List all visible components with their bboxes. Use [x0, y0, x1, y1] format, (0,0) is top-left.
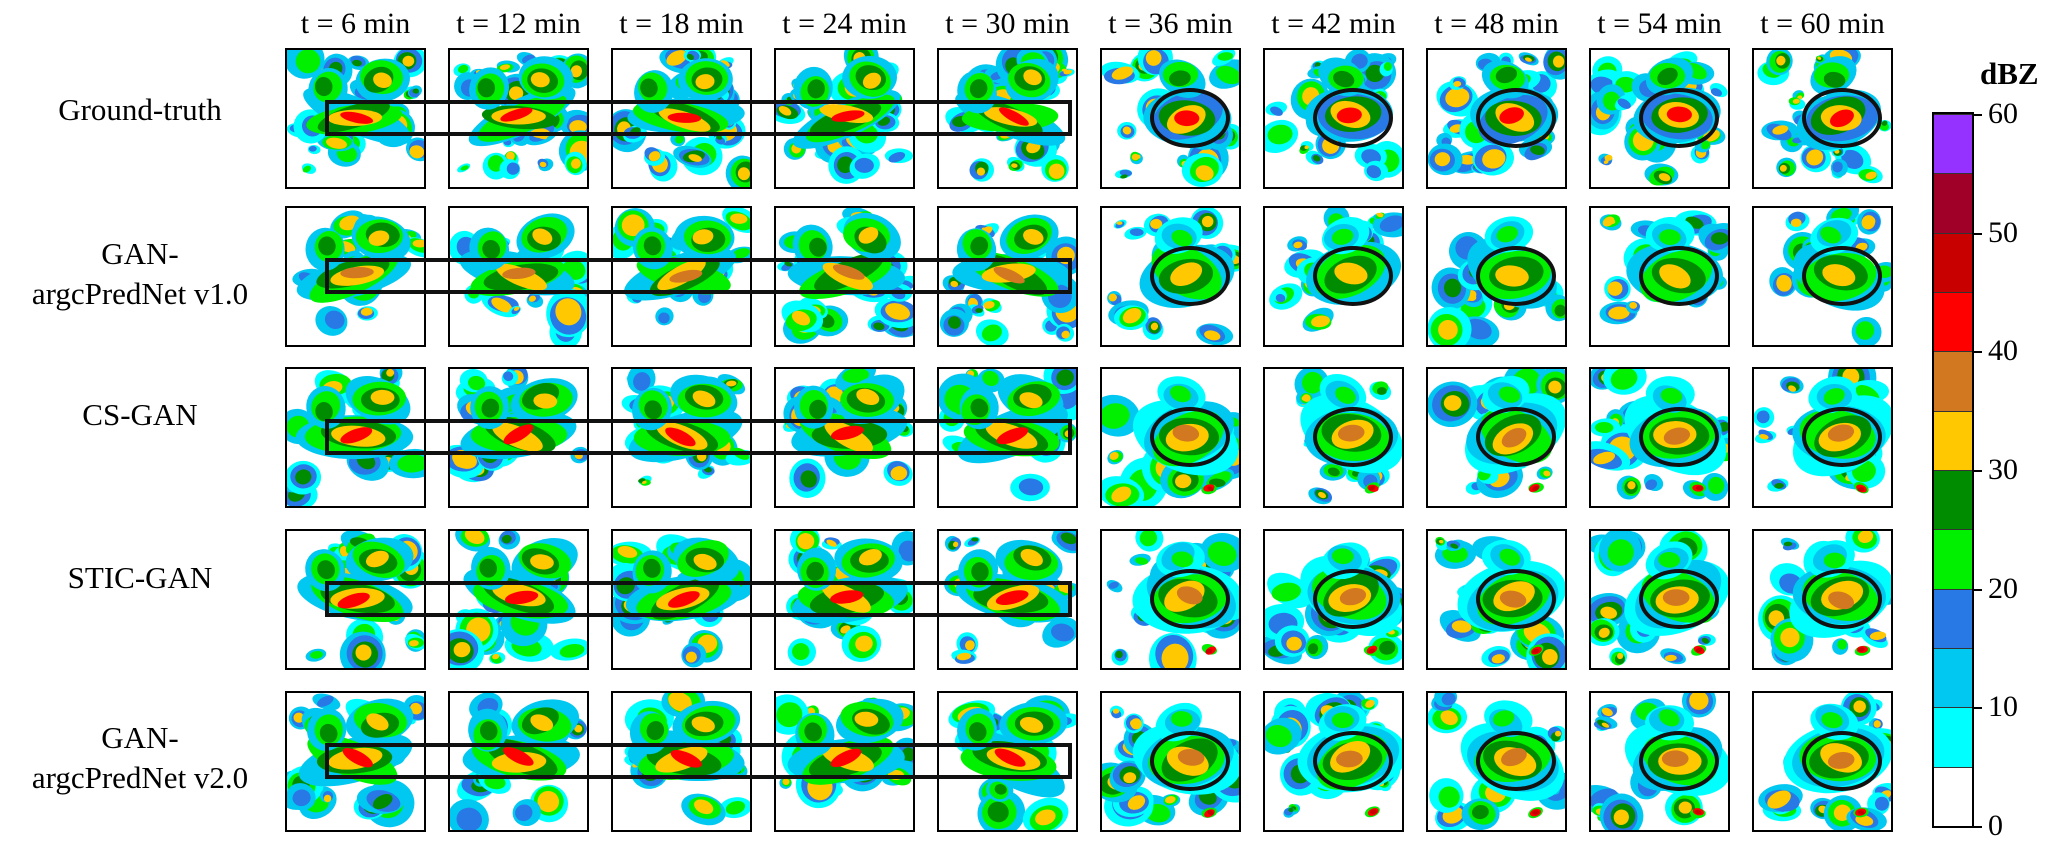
colorbar-tick: [1974, 826, 1982, 828]
row-label: STIC-GAN: [67, 560, 213, 595]
colorbar-segment: [1934, 470, 1972, 530]
radar-panel: [1752, 529, 1893, 670]
radar-panel: [448, 206, 589, 347]
radar-panel: [448, 48, 589, 189]
radar-panel: [937, 48, 1078, 189]
radar-panel: [1263, 691, 1404, 832]
radar-panel: [611, 529, 752, 670]
radar-panel: [1426, 529, 1567, 670]
radar-panel: [1589, 529, 1730, 670]
radar-panel: [937, 691, 1078, 832]
colorbar-segment: [1934, 766, 1972, 826]
radar-panel: [937, 206, 1078, 347]
colorbar: [1932, 112, 1974, 828]
row-label: argcPredNet v1.0: [31, 276, 249, 311]
radar-panel: [611, 48, 752, 189]
radar-panel: [611, 367, 752, 508]
colorbar-tick-label: 60: [1988, 97, 2018, 130]
radar-panel: [1589, 48, 1730, 189]
colorbar-tick-label: 30: [1988, 453, 2018, 486]
radar-panel: [774, 206, 915, 347]
row-label: GAN-: [101, 236, 179, 271]
radar-panel: [1752, 206, 1893, 347]
colorbar-tick: [1974, 114, 1982, 116]
column-title: t = 12 min: [456, 7, 581, 40]
radar-panel: [1752, 691, 1893, 832]
radar-panel: [1589, 691, 1730, 832]
column-title: t = 60 min: [1760, 7, 1885, 40]
row-label: Ground-truth: [58, 92, 222, 127]
row-label: GAN-: [101, 720, 179, 755]
colorbar-tick: [1974, 232, 1982, 235]
colorbar-tick-label: 10: [1988, 690, 2018, 724]
colorbar-tick: [1974, 588, 1982, 591]
colorbar-tick-label: 0: [1988, 809, 2003, 842]
radar-panel: [1752, 367, 1893, 508]
radar-panel: [448, 367, 589, 508]
row-label: argcPredNet v2.0: [31, 760, 249, 795]
radar-panel: [774, 48, 915, 189]
radar-panel: [937, 367, 1078, 508]
radar-panel: [611, 691, 752, 832]
radar-panel: [285, 529, 426, 670]
radar-panel: [774, 691, 915, 832]
row-label: CS-GAN: [82, 397, 198, 432]
radar-panel: [285, 206, 426, 347]
radar-panel: [1263, 367, 1404, 508]
column-title: t = 54 min: [1597, 7, 1722, 40]
radar-panel: [1100, 367, 1241, 508]
radar-panel: [774, 529, 915, 670]
colorbar-segment: [1934, 232, 1972, 292]
colorbar-segment: [1934, 114, 1972, 174]
column-title: t = 48 min: [1434, 7, 1559, 40]
colorbar-segment: [1934, 707, 1972, 767]
colorbar-tick-label: 50: [1988, 215, 2018, 249]
radar-panel: [774, 367, 915, 508]
radar-panel: [448, 529, 589, 670]
radar-panel: [1426, 48, 1567, 189]
colorbar-segment: [1934, 410, 1972, 470]
colorbar-segment: [1934, 529, 1972, 589]
column-title: t = 36 min: [1108, 7, 1233, 40]
colorbar-segment: [1934, 648, 1972, 708]
radar-panel: [448, 691, 589, 832]
column-title: t = 42 min: [1271, 7, 1396, 40]
column-title: t = 18 min: [619, 7, 744, 40]
radar-panel: [1100, 691, 1241, 832]
radar-panel: [1100, 206, 1241, 347]
radar-panel: [285, 367, 426, 508]
radar-panel: [1100, 529, 1241, 670]
radar-panel: [285, 48, 426, 189]
column-title: t = 30 min: [945, 7, 1070, 40]
colorbar-tick-label: 20: [1988, 571, 2018, 605]
radar-panel: [1263, 206, 1404, 347]
radar-panel: [1263, 529, 1404, 670]
colorbar-segment: [1934, 351, 1972, 411]
radar-panel: [1100, 48, 1241, 189]
radar-panel: [611, 206, 752, 347]
radar-panel: [1263, 48, 1404, 189]
radar-panel: [1589, 206, 1730, 347]
colorbar-segment: [1934, 588, 1972, 648]
radar-panel: [285, 691, 426, 832]
radar-panel: [1426, 691, 1567, 832]
colorbar-segment: [1934, 292, 1972, 352]
radar-panel: [1752, 48, 1893, 189]
radar-panel: [1589, 367, 1730, 508]
radar-panel: [1426, 367, 1567, 508]
colorbar-unit: dBZ: [1980, 56, 2039, 91]
colorbar-tick: [1974, 351, 1982, 354]
colorbar-segment: [1934, 173, 1972, 233]
colorbar-tick: [1974, 470, 1982, 472]
column-title: t = 24 min: [782, 7, 907, 40]
radar-panel: [1426, 206, 1567, 347]
colorbar-tick: [1974, 707, 1982, 710]
column-title: t = 6 min: [300, 7, 411, 40]
colorbar-tick-label: 40: [1988, 334, 2018, 368]
radar-panel: [937, 529, 1078, 670]
